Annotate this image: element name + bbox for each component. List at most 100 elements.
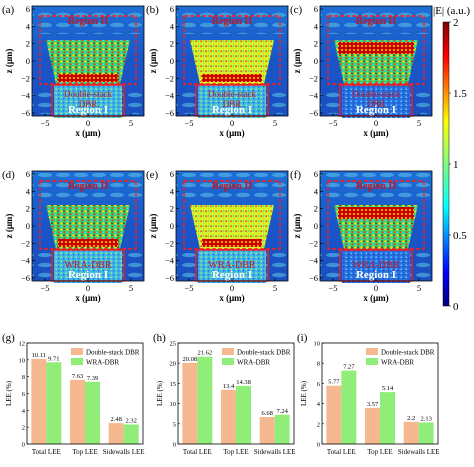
y-tick-label: 0 <box>170 221 174 231</box>
high-field-band <box>58 239 118 247</box>
colorbar-tick-label: 1 <box>453 159 459 171</box>
x-tick-label: 5 <box>273 283 277 293</box>
y-tick-label: −4 <box>165 91 175 101</box>
y-tick-label: −2 <box>21 73 30 83</box>
panel-letter: (a) <box>2 4 15 16</box>
bar <box>182 362 198 444</box>
y-tick-label: 6 <box>22 391 26 398</box>
x-tick-label: 5 <box>417 118 421 128</box>
legend-label: Double-stack DBR <box>237 349 291 357</box>
region-i-label: Region I <box>68 269 108 281</box>
region-ii-label: Region II <box>212 181 252 192</box>
region-i-label: Region I <box>356 269 396 281</box>
y-tick-label: 8 <box>317 361 320 368</box>
legend-label: WRA-DBR <box>237 359 270 367</box>
dbr-field <box>342 85 410 118</box>
bar <box>236 385 251 444</box>
bar-value-label: 2.2 <box>407 415 415 422</box>
dbr-field <box>54 250 122 283</box>
y-tick-label: 5 <box>173 421 176 428</box>
bar <box>380 392 395 444</box>
y-tick-label: 4 <box>314 21 319 31</box>
y-tick-label: 2 <box>314 204 318 214</box>
y-tick-label: 10 <box>19 357 26 364</box>
bar-value-label: 20.08 <box>183 356 198 363</box>
bar-value-label: 7.24 <box>276 408 288 415</box>
region-ii-label: Region II <box>356 16 396 27</box>
high-field-band <box>202 239 262 247</box>
region-ii-box <box>327 180 425 250</box>
y-tick-label: 25 <box>170 341 177 348</box>
panel-letter: (f) <box>290 169 301 181</box>
y-tick-label: 6 <box>314 169 318 179</box>
y-tick-label: 0 <box>317 442 320 449</box>
y-tick-label: −6 <box>165 273 174 283</box>
bar <box>418 422 434 444</box>
y-tick-label: −2 <box>165 73 174 83</box>
dbr-label: Double-stack <box>64 89 112 99</box>
bar <box>221 389 236 444</box>
bar-value-label: 7.39 <box>87 375 98 382</box>
bar <box>197 356 213 444</box>
y-tick-label: 0 <box>173 442 176 449</box>
y-tick-label: 2 <box>314 39 318 49</box>
x-axis-label: x (μm) <box>363 293 388 303</box>
x-tick-label: 0 <box>230 118 234 128</box>
dbr-label: Double-stack <box>352 89 400 99</box>
x-tick-label: 0 <box>230 283 234 293</box>
y-tick-label: 4 <box>26 21 31 31</box>
y-tick-label: 10 <box>170 401 177 408</box>
bar <box>70 379 85 444</box>
dbr-label: WRA-DBR <box>352 260 400 271</box>
legend-swatch <box>366 348 378 355</box>
colorbar-tick-label: 0 <box>453 301 459 313</box>
bar-value-label: 10.11 <box>32 352 46 359</box>
bar-value-label: 7.27 <box>343 364 355 371</box>
y-axis-label: z (μm) <box>4 49 14 74</box>
wave-ripples <box>32 173 144 199</box>
colorbar-tick-label: 2 <box>453 17 459 29</box>
bar-value-label: 13.4 <box>223 383 235 390</box>
y-tick-label: 6 <box>314 4 318 14</box>
wave-ripples <box>176 173 288 199</box>
panel-letter: (h) <box>153 332 166 344</box>
x-axis-label: x (μm) <box>363 128 388 138</box>
region-i-label: Region I <box>68 104 108 116</box>
bar-value-label: 7.63 <box>72 373 83 380</box>
legend-swatch <box>222 358 234 365</box>
mesa-field <box>190 205 274 249</box>
high-field-band <box>58 74 118 82</box>
y-tick-label: 0 <box>26 56 30 66</box>
bar-chart: (i) 0 2 4 6 8 10 LEE (%) 5.77 7.27 Total LEE 3.57 5.… <box>297 332 440 456</box>
x-axis-label: x (μm) <box>219 128 244 138</box>
y-tick-label: 0 <box>170 56 174 66</box>
x-tick-label: 0 <box>86 118 90 128</box>
x-tick-label: Sidewalls LEE <box>398 448 440 456</box>
y-tick-label: 10 <box>314 341 321 348</box>
y-tick-label: 0 <box>314 221 318 231</box>
colorbar-gradient <box>442 21 450 307</box>
dbr-label: WRA-DBR <box>64 260 112 271</box>
region-ii-label: Region II <box>68 16 108 27</box>
x-tick-label: −5 <box>328 283 337 293</box>
high-field-band <box>202 74 262 82</box>
y-tick-label: 4 <box>170 21 175 31</box>
x-tick-label: −5 <box>40 283 49 293</box>
x-tick-label: −5 <box>328 118 337 128</box>
y-tick-label: 4 <box>22 408 26 415</box>
y-axis-label: LEE (%) <box>156 380 164 406</box>
y-tick-label: −4 <box>21 91 31 101</box>
legend-swatch <box>366 358 378 365</box>
x-tick-label: 0 <box>374 118 378 128</box>
legend-label: WRA-DBR <box>381 359 414 367</box>
y-axis-label: LEE (%) <box>300 380 308 406</box>
x-tick-label: 0 <box>86 283 90 293</box>
y-tick-label: −2 <box>309 73 318 83</box>
legend-swatch <box>71 358 83 365</box>
chart-frame <box>321 342 439 445</box>
